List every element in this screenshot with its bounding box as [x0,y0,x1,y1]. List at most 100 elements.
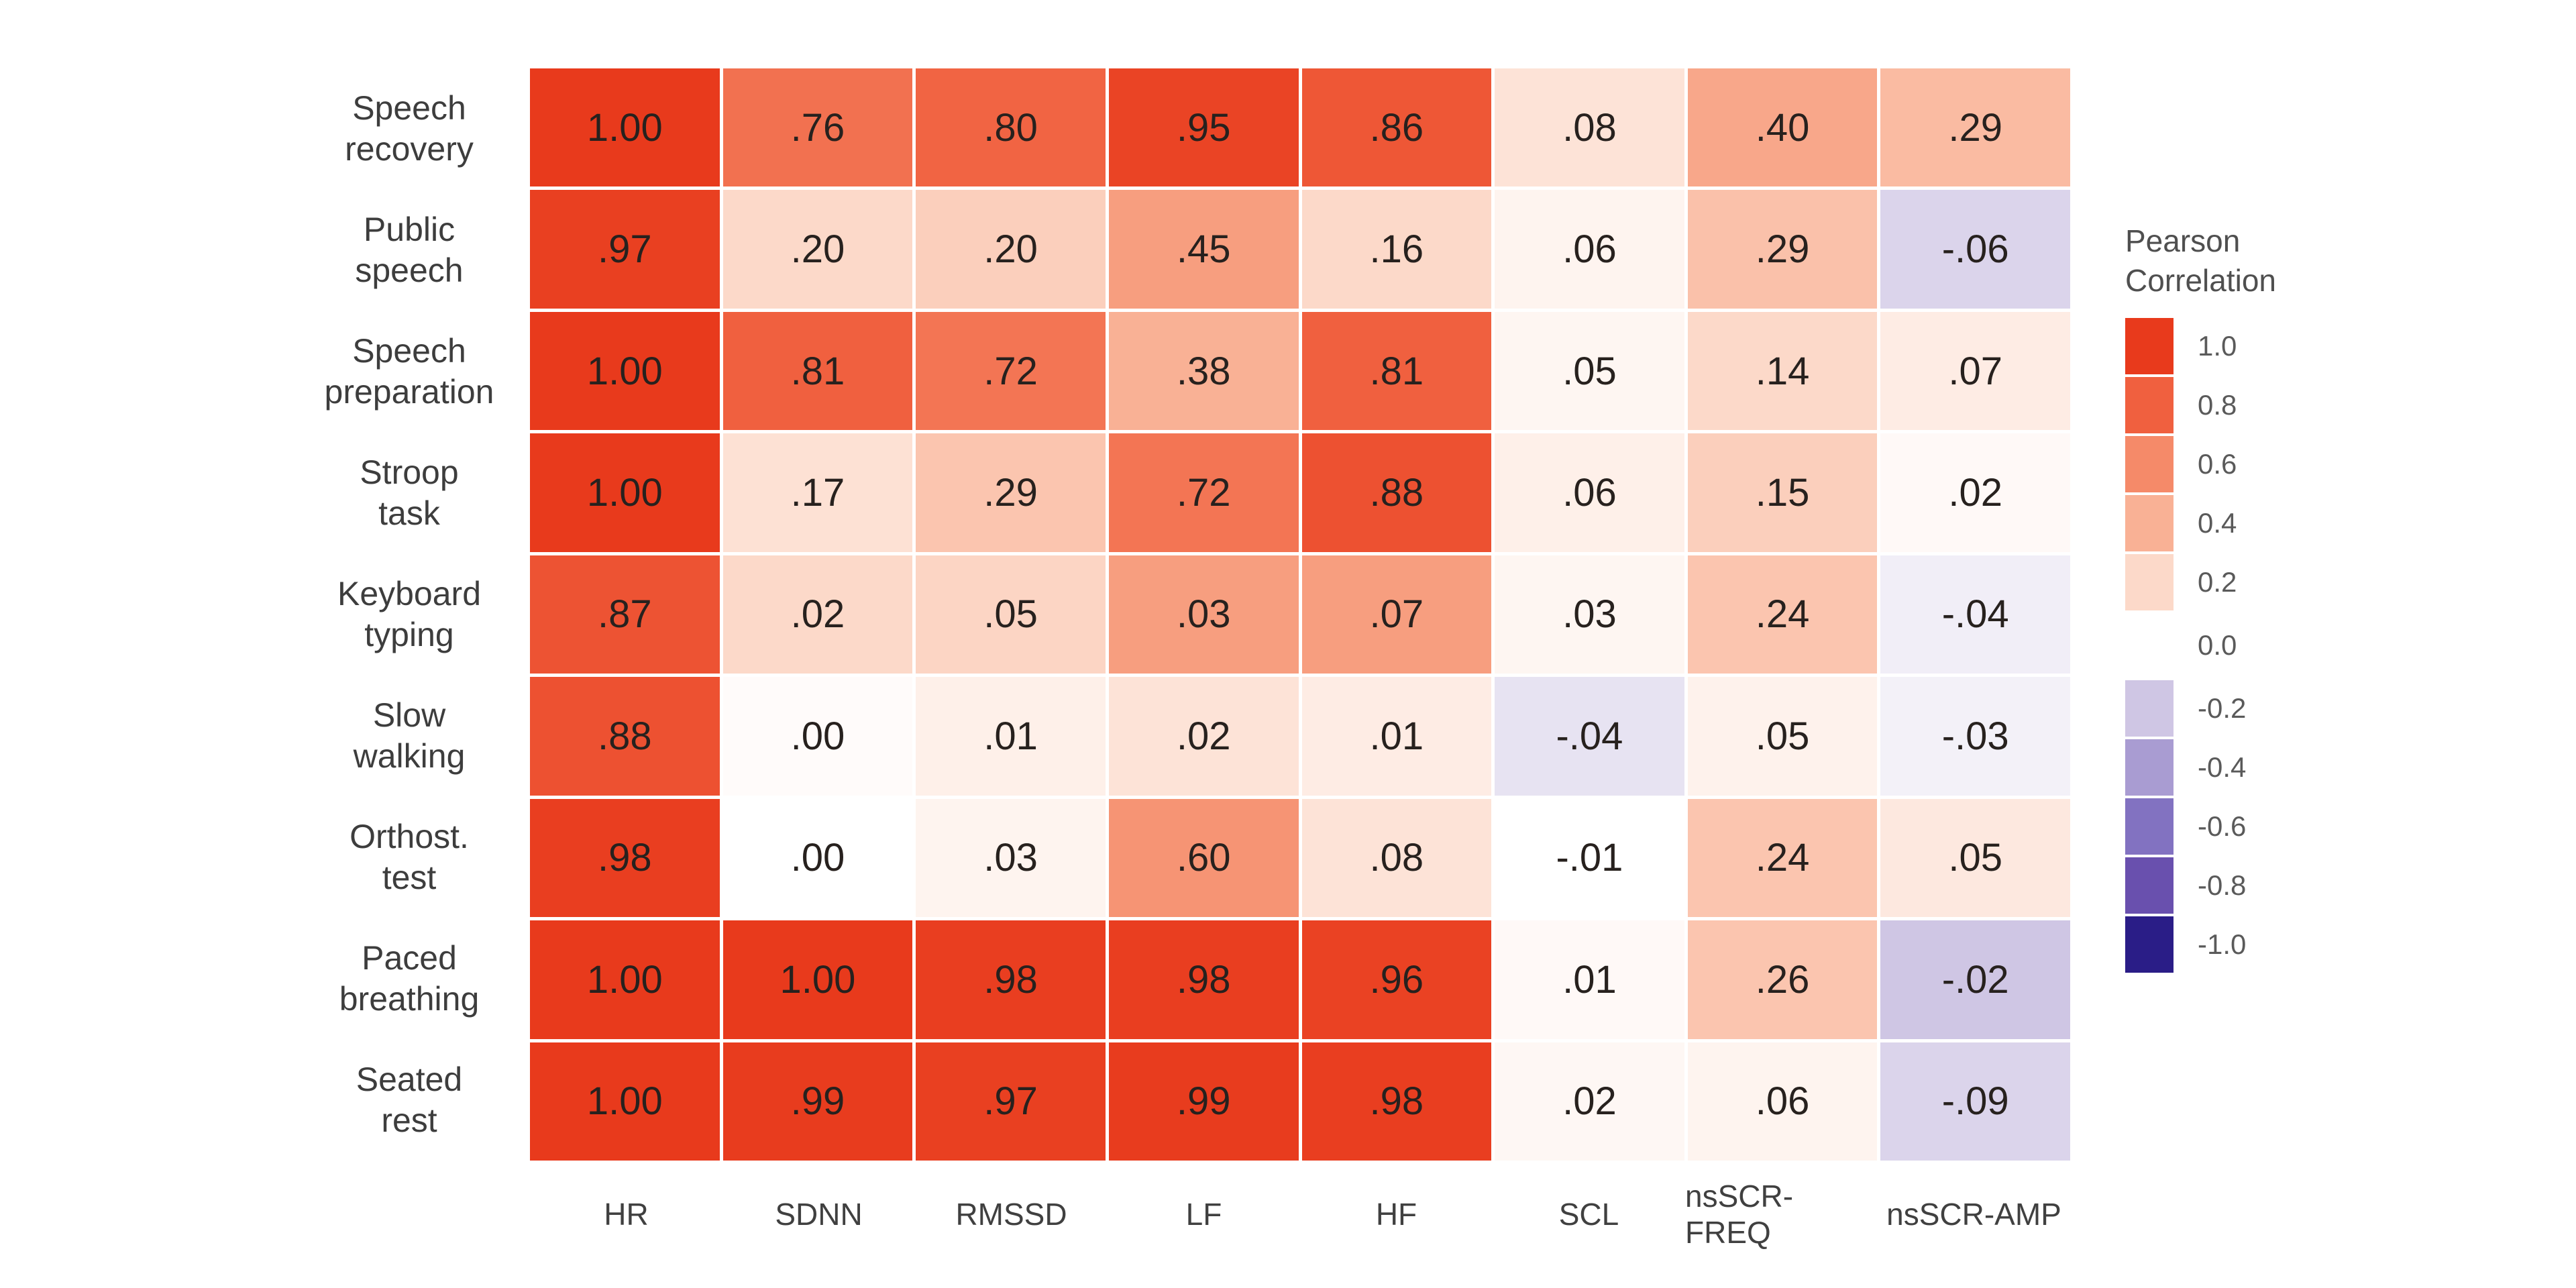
row-label: Slow walking [353,696,466,775]
heatmap-cell: .07 [1880,311,2070,431]
legend-swatch [2125,435,2174,492]
heatmap-cell: .99 [722,1042,913,1161]
heatmap-cell: .40 [1687,68,1878,187]
legend-tick-label: 0.6 [2198,447,2237,480]
heatmap-cell: .45 [1108,190,1299,309]
heatmap-cell: .06 [1495,433,1684,552]
heatmap-cell: .76 [722,68,913,187]
legend-item: 0.6 [2125,435,2541,492]
heatmap-cell: .72 [916,311,1106,431]
heatmap-cell: 1.00 [530,433,720,552]
heatmap-cell: .98 [1301,1042,1492,1161]
heatmap-cell: .60 [1108,798,1299,918]
column-label: HR [604,1197,649,1232]
heatmap-cell: .06 [1495,190,1684,309]
legend-tick-label: -1.0 [2198,928,2247,960]
heatmap-cell: 1.00 [530,1042,720,1161]
heatmap-cell: .98 [916,920,1106,1039]
heatmap-cell: .72 [1108,433,1299,552]
heatmap-cell: -.02 [1880,920,2070,1039]
legend-swatch [2125,494,2174,551]
legend-title-line-2: Correlation [2125,262,2276,298]
legend-swatch [2125,553,2174,610]
heatmap-cell: -.04 [1880,555,2070,674]
row-label: Speech recovery [345,89,474,168]
heatmap-cell: 1.00 [530,311,720,431]
column-label: nsSCR-FREQ [1685,1179,1794,1250]
heatmap-cell: .99 [1108,1042,1299,1161]
heatmap-grid: 1.00.76.80.95.86.08.40.29.97.20.20.45.16… [530,68,2070,1161]
column-label: SDNN [775,1197,863,1232]
row-label: Keyboard typing [337,574,482,653]
legend-swatch [2125,857,2174,914]
legend-item: 0.4 [2125,494,2541,551]
color-legend: Pearson Correlation 1.0 0.8 0.6 0.4 0.2 0.0 -0… [2125,221,2541,973]
heatmap-cell: 1.00 [530,68,720,187]
heatmap-cell: .08 [1495,68,1684,187]
row-label: Stroop task [360,453,459,533]
legend-swatch [2125,916,2174,973]
heatmap-cell: -.06 [1880,190,2070,309]
legend-tick-label: 0.8 [2198,388,2237,421]
legend-tick-label: 1.0 [2198,329,2237,362]
heatmap-cell: .02 [1495,1042,1684,1161]
legend-tick-label: -0.8 [2198,869,2247,901]
row-label: Public speech [355,211,464,290]
heatmap-cell: .88 [1301,433,1492,552]
heatmap-cell: .06 [1687,1042,1878,1161]
heatmap-cell: .02 [722,555,913,674]
row-label: Speech preparation [324,332,494,411]
heatmap-cell: -.03 [1880,677,2070,796]
row-axis-labels: Speech recovery Public speech Speech preparat… [262,68,557,1161]
heatmap-cell: .14 [1687,311,1878,431]
legend-title-line-1: Pearson [2125,223,2241,258]
heatmap-cell: .20 [722,190,913,309]
legend-tick-label: -0.4 [2198,751,2247,783]
heatmap-cell: .80 [916,68,1106,187]
heatmap-cell: -.01 [1495,798,1684,918]
heatmap-cell: 1.00 [530,920,720,1039]
heatmap-cell: -.09 [1880,1042,2070,1161]
heatmap-cell: .96 [1301,920,1492,1039]
legend-item: 0.2 [2125,553,2541,610]
heatmap-cell: .01 [1495,920,1684,1039]
legend-item: -1.0 [2125,916,2541,973]
legend-item: -0.8 [2125,857,2541,914]
row-label: Paced breathing [339,938,480,1018]
heatmap-cell: .98 [530,798,720,918]
heatmap-cell: 1.00 [722,920,913,1039]
legend-item: -0.6 [2125,798,2541,855]
legend-item: -0.2 [2125,680,2541,737]
legend-tick-label: 0.0 [2198,629,2237,661]
heatmap-cell: .17 [722,433,913,552]
legend-swatch [2125,739,2174,796]
legend-tick-label: 0.4 [2198,506,2237,539]
heatmap-cell: .81 [1301,311,1492,431]
legend-tick-label: -0.6 [2198,810,2247,842]
heatmap-cell: .26 [1687,920,1878,1039]
heatmap-cell: .38 [1108,311,1299,431]
heatmap-cell: .97 [530,190,720,309]
heatmap-cell: .95 [1108,68,1299,187]
legend-item: 1.0 [2125,317,2541,374]
legend-swatch [2125,376,2174,433]
legend-tick-label: 0.2 [2198,566,2237,598]
legend-swatch [2125,680,2174,737]
heatmap-cell: .00 [722,677,913,796]
column-label: LF [1185,1197,1222,1232]
column-label: RMSSD [955,1197,1067,1232]
legend-items: 1.0 0.8 0.6 0.4 0.2 0.0 -0.2 -0.4 -0.6 -0.8 -1.0 [2125,317,2541,973]
heatmap-cell: .05 [1495,311,1684,431]
heatmap-cell: .05 [916,555,1106,674]
heatmap-cell: .88 [530,677,720,796]
column-axis-labels: HR SDNN RMSSD LF HF SCL nsSCR-FREQ nsSCR-AMP [530,1178,2070,1250]
heatmap-cell: .02 [1880,433,2070,552]
heatmap-cell: .01 [916,677,1106,796]
heatmap-cell: .29 [1880,68,2070,187]
legend-tick-label: -0.2 [2198,692,2247,724]
legend-item: 0.0 [2125,625,2541,665]
column-label: SCL [1558,1197,1619,1232]
heatmap-cell: .98 [1108,920,1299,1039]
heatmap-cell: .97 [916,1042,1106,1161]
